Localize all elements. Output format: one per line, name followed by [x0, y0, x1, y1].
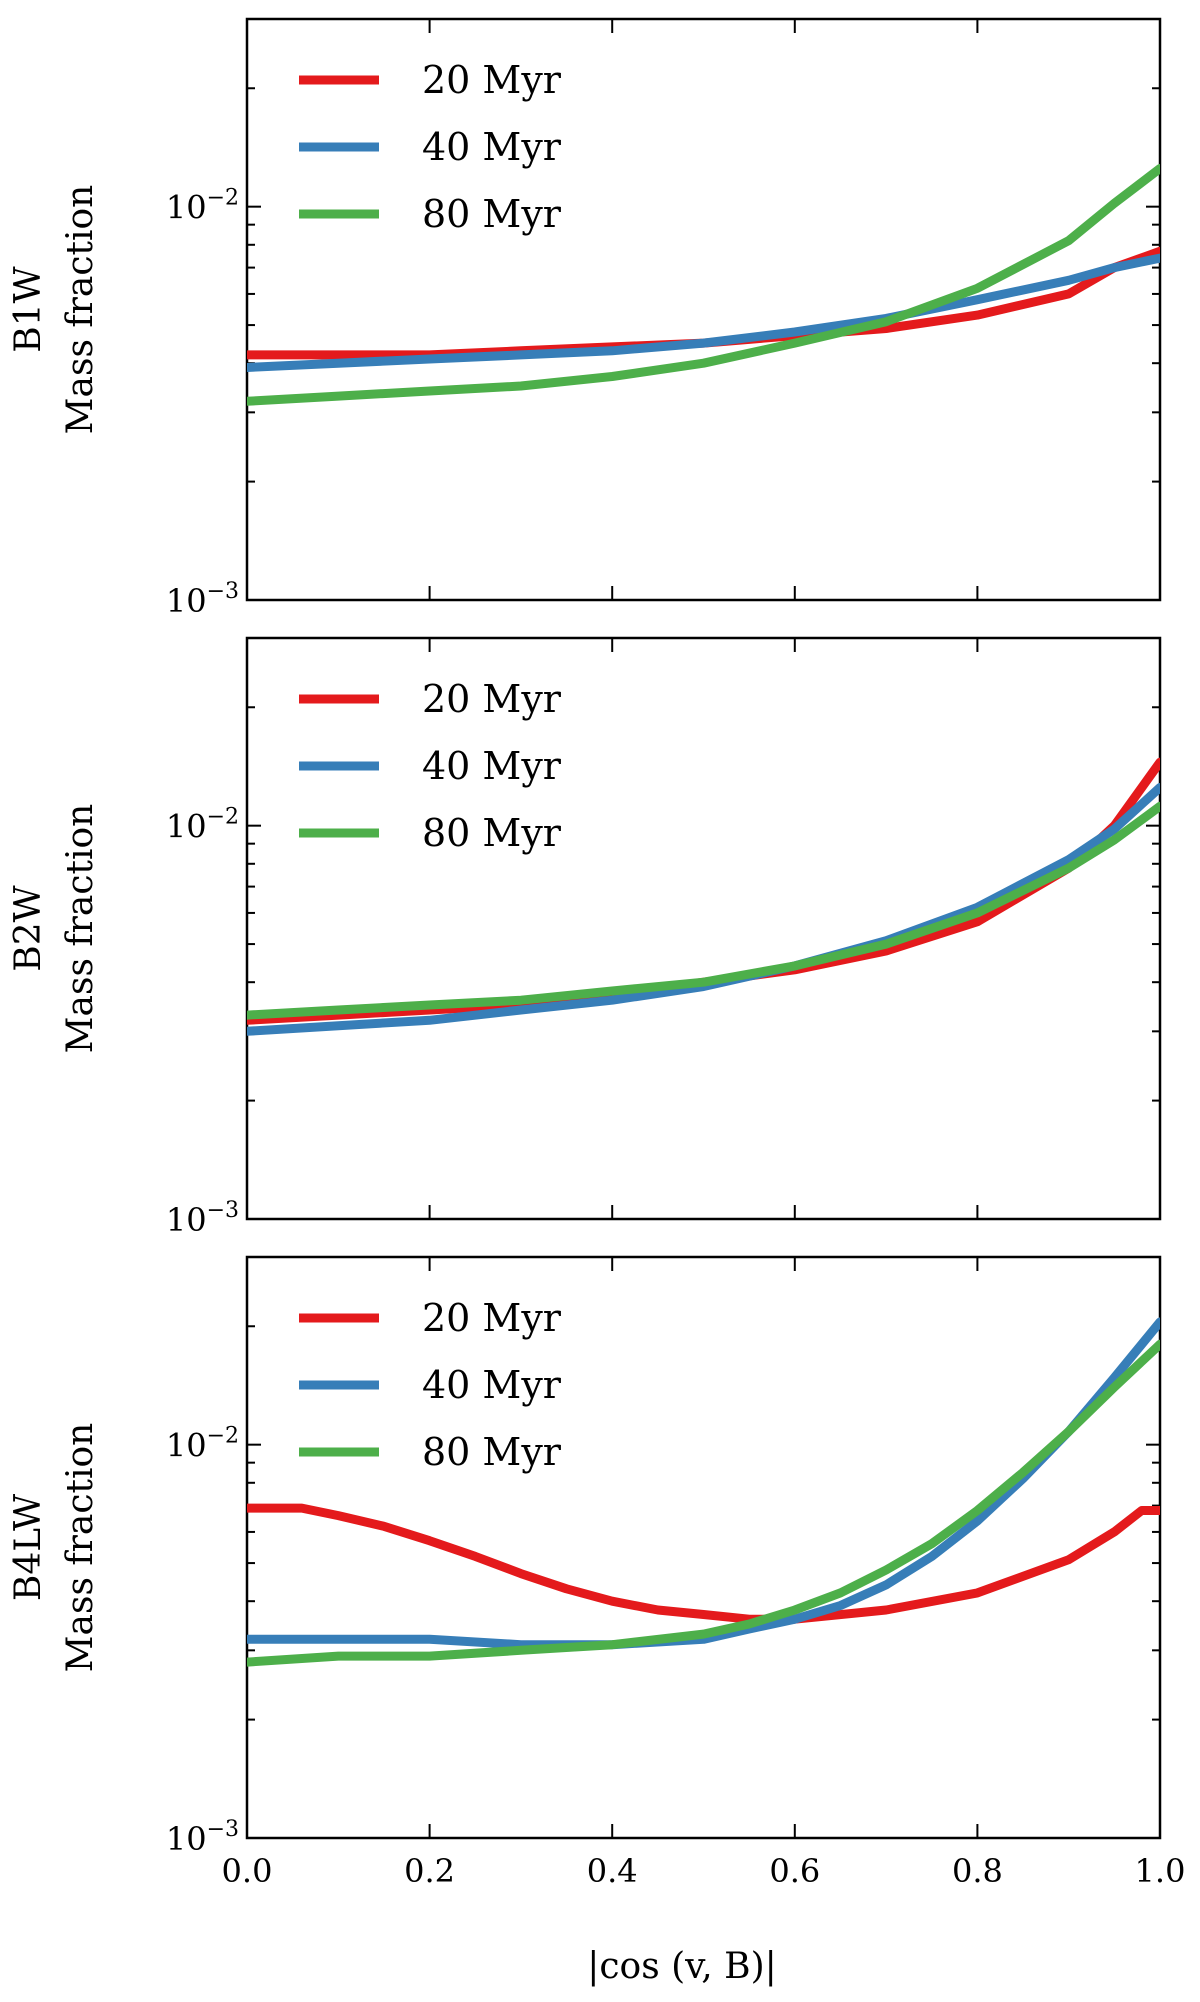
x-axis-label: |cos (v, B)| — [587, 1946, 777, 1987]
y-tick-label: 10−2 — [166, 186, 239, 227]
series-group — [247, 1317, 1160, 1667]
plot-frame — [245, 1255, 1162, 1840]
series-line-40-myr — [247, 1317, 1160, 1650]
legend-label: 40 Myr — [422, 1363, 562, 1407]
panel-b2w: 10−3 10−2 B2W Mass fraction 20 Myr 40 Myr 80 M… — [8, 636, 1162, 1239]
legend-label: 40 Myr — [422, 125, 562, 169]
x-tick-label: 0.6 — [769, 1852, 820, 1890]
panel-label: B2W — [8, 885, 49, 971]
series-line-40-myr — [247, 783, 1160, 1036]
legend-label: 80 Myr — [422, 1430, 562, 1474]
panel-b1w: 10−3 10−2 B1W Mass fraction 20 Myr 40 Myr 80 M… — [8, 17, 1162, 620]
legend-label: 80 Myr — [422, 811, 562, 855]
y-tick-label: 10−2 — [166, 1424, 239, 1465]
series-line-80-myr — [247, 801, 1160, 1020]
plot-frame — [245, 636, 1162, 1221]
legend-label: 20 Myr — [422, 677, 562, 721]
series-line-80-myr — [247, 1339, 1160, 1667]
y-tick-label: 10−3 — [166, 1817, 239, 1858]
legend-label: 20 Myr — [422, 58, 562, 102]
panel-b4lw: 0.0 0.2 0.4 0.6 0.8 1.0 10−3 10−2 B4LW Mass fract… — [8, 1255, 1186, 1890]
plot-frame — [245, 17, 1162, 602]
x-tick-label: 0.2 — [404, 1852, 455, 1890]
legend-label: 80 Myr — [422, 192, 562, 236]
y-tick-label: 10−2 — [166, 805, 239, 846]
panel-label: B4LW — [8, 1494, 49, 1601]
series-group — [247, 164, 1160, 406]
legend-label: 40 Myr — [422, 744, 562, 788]
y-tick-label: 10−3 — [166, 579, 239, 620]
y-axis-label: Mass fraction — [60, 804, 101, 1054]
panel-label: B1W — [8, 266, 49, 352]
x-tick-label: 1.0 — [1135, 1852, 1186, 1890]
series-line-40-myr — [247, 253, 1160, 372]
legend-label: 20 Myr — [422, 1296, 562, 1340]
x-tick-label: 0.4 — [587, 1852, 638, 1890]
series-group — [247, 757, 1160, 1036]
y-tick-label: 10−3 — [166, 1198, 239, 1239]
y-axis-label: Mass fraction — [60, 1423, 101, 1673]
x-tick-label: 0.8 — [952, 1852, 1003, 1890]
series-line-20-myr — [247, 1503, 1160, 1624]
x-tick-label: 0.0 — [222, 1852, 273, 1890]
series-line-80-myr — [247, 164, 1160, 406]
y-axis-label: Mass fraction — [60, 185, 101, 435]
